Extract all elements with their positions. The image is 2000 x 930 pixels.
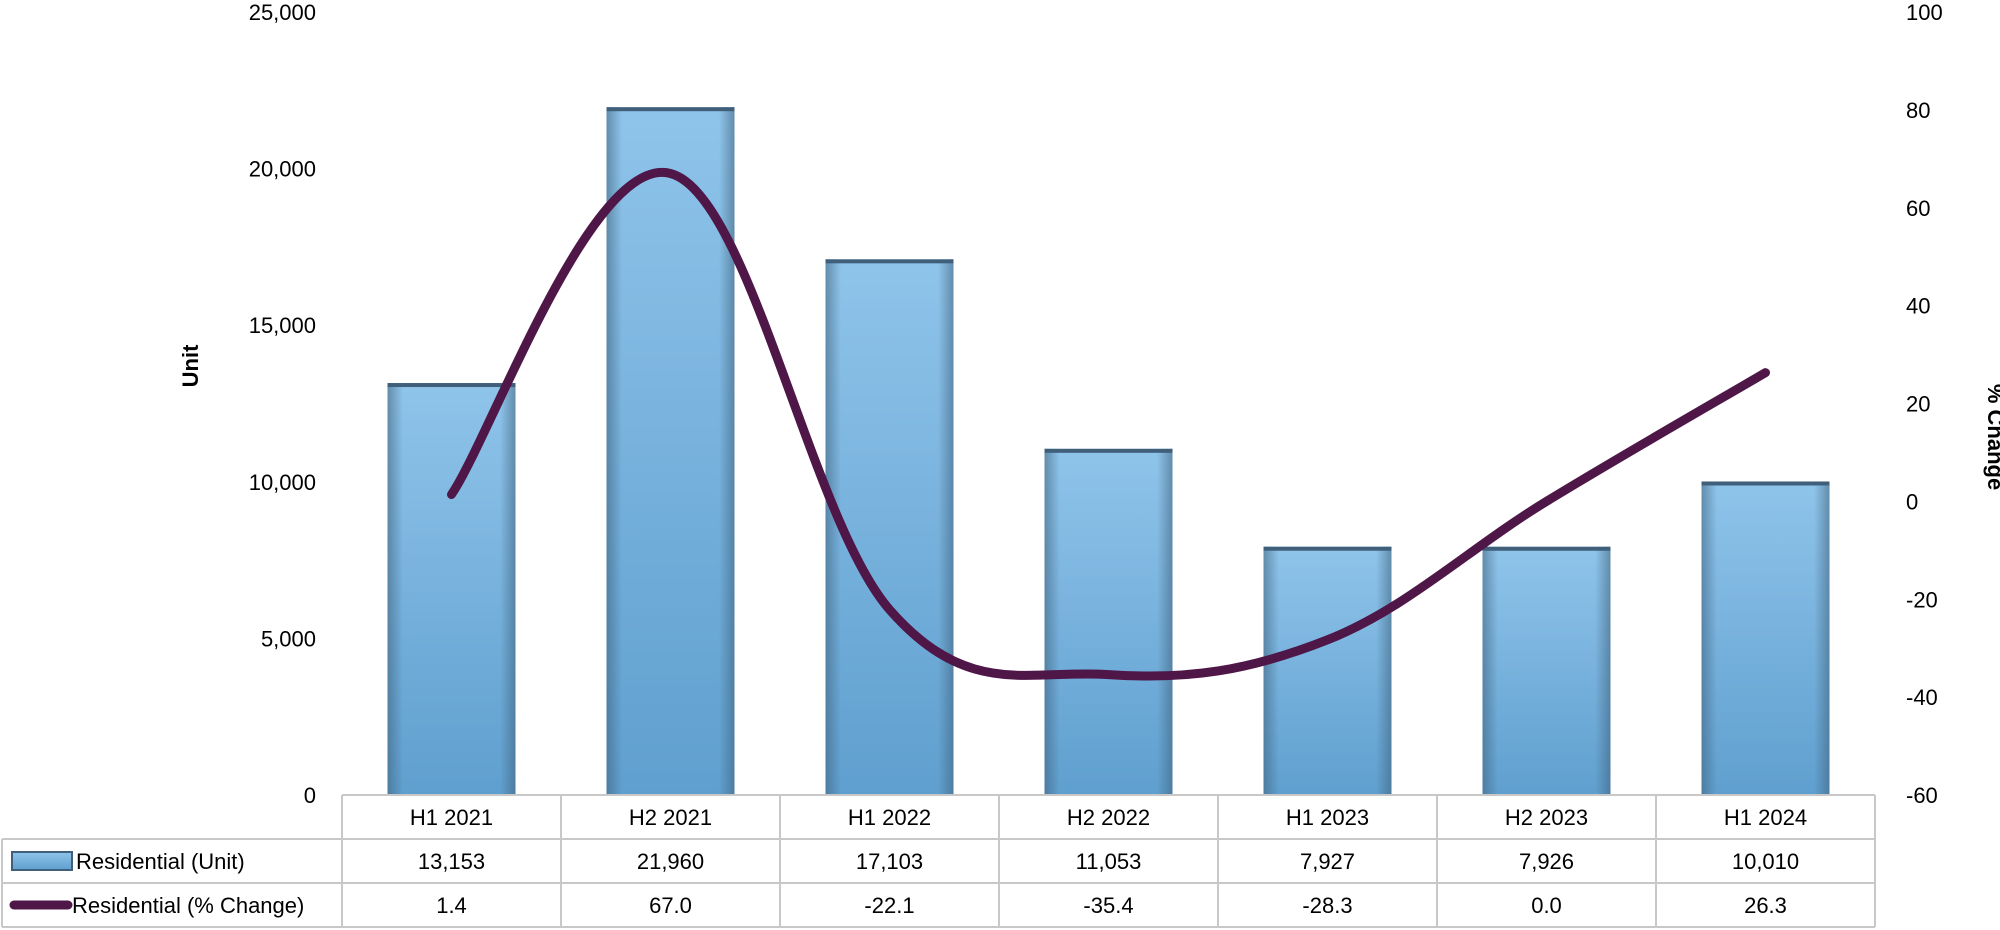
y2-tick-label: 40 (1906, 294, 1930, 319)
legend-line-label: Residential (% Change) (72, 893, 304, 918)
line-value-cell: 1.4 (436, 893, 467, 918)
bar-shade (1044, 448, 1173, 795)
y2-tick-label: -20 (1906, 587, 1938, 612)
y2-tick-label: 100 (1906, 0, 1943, 25)
bar-top-edge (387, 383, 516, 388)
bar-shade (1263, 546, 1392, 795)
bar-value-cell: 7,927 (1300, 849, 1355, 874)
y-tick-label: 20,000 (249, 157, 316, 182)
x-category-label: H1 2023 (1286, 805, 1369, 830)
bar-value-cell: 17,103 (856, 849, 923, 874)
line-value-cell: -28.3 (1302, 893, 1352, 918)
line-value-cell: 26.3 (1744, 893, 1787, 918)
legend-bar-swatch (11, 851, 73, 871)
y2-tick-label: 20 (1906, 392, 1930, 417)
x-category-label: H1 2022 (848, 805, 931, 830)
bar-top-edge (825, 259, 954, 264)
x-category-label: H2 2022 (1067, 805, 1150, 830)
bar-value-cell: 13,153 (418, 849, 485, 874)
bar (1482, 546, 1611, 795)
bar-shade (1701, 481, 1830, 795)
line-value-cell: 0.0 (1531, 893, 1562, 918)
y-tick-label: 25,000 (249, 0, 316, 25)
y2-tick-label: 60 (1906, 196, 1930, 221)
bar-top-edge (606, 107, 735, 112)
line-value-cell: 67.0 (649, 893, 692, 918)
x-category-label: H1 2024 (1724, 805, 1807, 830)
y-axis-title: Unit (178, 344, 203, 387)
y2-tick-label: -40 (1906, 685, 1938, 710)
line-series-path (447, 168, 1770, 681)
right-axis-ticks: -60 -40 -20 0 20 40 60 80 100 (1906, 0, 1943, 808)
bar (1701, 481, 1830, 795)
bar-top-edge (1482, 546, 1611, 551)
bar-top-edge (1044, 448, 1173, 453)
legend-bar-label: Residential (Unit) (76, 849, 245, 874)
x-category-label: H2 2021 (629, 805, 712, 830)
y2-tick-label: 0 (1906, 489, 1918, 514)
bar-value-cell: 11,053 (1076, 849, 1142, 874)
y-tick-label: 0 (304, 783, 316, 808)
bar-value-cell: 10,010 (1732, 849, 1799, 874)
line-value-cell: -35.4 (1083, 893, 1133, 918)
bar-value-cell: 21,960 (637, 849, 704, 874)
bar (1263, 546, 1392, 795)
y2-axis-title: % Change (1983, 384, 2000, 490)
bar (387, 383, 516, 795)
y-tick-label: 10,000 (249, 470, 316, 495)
left-axis-ticks: 0 5,000 10,000 15,000 20,000 25,000 (249, 0, 316, 808)
bar-top-edge (1263, 546, 1392, 551)
y2-tick-label: -60 (1906, 783, 1938, 808)
y-tick-label: 5,000 (261, 626, 316, 651)
y-tick-label: 15,000 (249, 313, 316, 338)
bar-shade (387, 383, 516, 795)
bar-value-cell: 7,926 (1519, 849, 1574, 874)
bar-shade (1482, 546, 1611, 795)
y2-tick-label: 80 (1906, 98, 1930, 123)
bar (1044, 448, 1173, 795)
bar-series (387, 107, 1830, 796)
bar-top-edge (1701, 481, 1830, 486)
data-table: H1 2021 H2 2021 H1 2022 H2 2022 H1 2023 H2 20… (1, 794, 1876, 928)
line-value-cell: -22.1 (864, 893, 914, 918)
x-category-label: H1 2021 (410, 805, 493, 830)
x-category-label: H2 2023 (1505, 805, 1588, 830)
